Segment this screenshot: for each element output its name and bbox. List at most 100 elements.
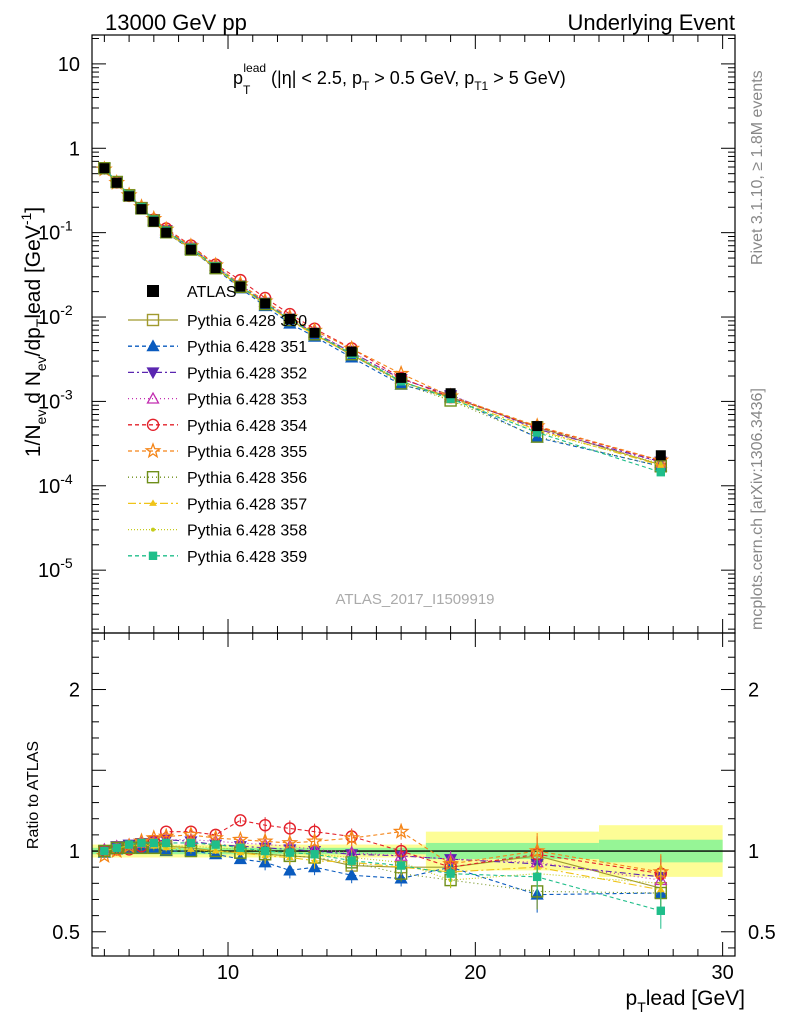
legend-marker — [146, 313, 160, 327]
ratio-series-point — [285, 848, 295, 857]
main-series-line — [103, 167, 661, 473]
ratio-xtick-label: 30 — [712, 962, 734, 984]
ratio-series-point — [137, 838, 146, 848]
ylabel-b: d N — [22, 371, 45, 410]
main-series-line — [103, 168, 661, 467]
main-ytick-label: 10-1 — [38, 218, 73, 245]
title-sub1: T — [243, 83, 251, 97]
ratio-series-point — [446, 869, 455, 878]
legend-marker — [146, 418, 160, 431]
main-series — [95, 160, 670, 477]
xlabel-sub: T — [637, 999, 646, 1015]
atlas-point — [210, 263, 221, 274]
ratio-series-point — [236, 843, 245, 852]
legend-atlas-marker — [147, 285, 159, 297]
ratio-xtick-label: 10 — [217, 962, 239, 984]
ytick-mantissa: 10 — [38, 307, 60, 329]
main-ytick-label: 10-4 — [38, 471, 73, 498]
title-p1: p — [233, 68, 243, 88]
legend-marker — [148, 551, 158, 560]
legend-marker — [146, 471, 160, 484]
atlas-point — [185, 244, 196, 255]
legend-label: Pythia 6.428 357 — [187, 496, 307, 513]
legend: ATLAS Pythia 6.428 350 Pythia 6.428 351 Py… — [128, 284, 307, 566]
main-title: pTlead (|η| < 2.5, pT > 0.5 GeV, pT1 > 5… — [233, 61, 566, 97]
ratio-series-point — [283, 822, 297, 835]
ratio-series-point — [656, 906, 666, 915]
xlabel-a: p — [626, 987, 638, 1010]
ytick-mantissa: 1 — [69, 138, 80, 160]
main-series-line — [103, 167, 661, 463]
main-series-point — [98, 162, 111, 175]
ratio-ylabel: Ratio to ATLAS — [25, 741, 42, 849]
main-series-point — [658, 461, 663, 466]
ylabel-a: 1/N — [22, 424, 45, 457]
ratio-series — [95, 814, 670, 929]
ratio-series-point — [347, 856, 356, 865]
atlas-data-points — [99, 163, 666, 461]
legend-label: Pythia 6.428 351 — [187, 339, 307, 356]
ratio-series-point — [392, 822, 410, 839]
ylabel-c: /dp — [22, 327, 45, 356]
ratio-series-point — [112, 843, 121, 852]
main-ytick-label: 10-2 — [38, 302, 73, 329]
legend-label: Pythia 6.428 358 — [187, 523, 307, 540]
ratio-series-point — [532, 872, 542, 882]
ratio-series-point — [396, 861, 406, 870]
title-end: > 5 GeV) — [488, 68, 566, 88]
legend-atlas-label: ATLAS — [187, 284, 237, 301]
main-series-point — [656, 467, 666, 477]
ratio-series-point — [110, 841, 123, 854]
title-mid2: > 0.5 GeV, p — [369, 68, 474, 88]
atlas-point — [260, 298, 271, 309]
ytick-exponent: -4 — [60, 471, 73, 487]
header-right: Underlying Event — [567, 10, 735, 35]
legend-label: Pythia 6.428 356 — [187, 470, 307, 487]
ratio-series-point — [98, 844, 111, 858]
legend-marker — [149, 499, 157, 506]
ratio-series-point — [211, 840, 220, 849]
ratio-ticks: 0.5 0.5 1 1 2 2 10 20 30 — [52, 633, 776, 984]
ytick-mantissa: 10 — [38, 391, 60, 413]
ylabel-d: lead [GeV — [22, 225, 45, 318]
legend-marker — [146, 339, 160, 352]
main-ytick-label: 10-3 — [38, 386, 73, 413]
watermark: ATLAS_2017_I1509919 — [335, 591, 494, 608]
atlas-point — [346, 346, 357, 357]
ylabel-sup: -1 — [18, 213, 34, 226]
atlas-point — [655, 450, 666, 461]
atlas-point — [445, 388, 456, 399]
ylabel-sub3: T — [33, 318, 49, 327]
ratio-series-point — [310, 850, 319, 859]
atlas-point — [161, 227, 172, 238]
ratio-series-point — [231, 830, 249, 847]
title-mid: (|η| < 2.5, p — [266, 68, 362, 88]
ytick-exponent: -1 — [60, 218, 73, 234]
main-ytick-label: 10-5 — [38, 555, 73, 582]
atlas-point — [99, 163, 110, 174]
ytick-mantissa: 10 — [38, 223, 60, 245]
title-sub3: T1 — [474, 79, 488, 93]
title-sub2: T — [362, 79, 370, 93]
legend-marker — [144, 442, 162, 459]
ratio-series-point — [258, 818, 272, 832]
atlas-point — [532, 421, 543, 432]
main-frame — [91, 34, 736, 634]
ylabel-e: ] — [22, 207, 45, 213]
ratio-series-point — [124, 840, 134, 849]
ratio-series-point — [100, 846, 109, 856]
ratio-xtick-label: 20 — [464, 962, 486, 984]
ylabel-sub1: ev — [33, 410, 49, 425]
ratio-series-point — [161, 838, 171, 848]
ratio-series-point — [260, 846, 270, 856]
header-left: 13000 GeV pp — [105, 10, 247, 35]
atlas-point — [284, 313, 295, 324]
atlas-point — [124, 191, 135, 202]
ratio-series-line — [104, 847, 661, 896]
ylabel-sub2: ev — [33, 356, 49, 371]
ytick-mantissa: 10 — [38, 476, 60, 498]
atlas-point — [111, 177, 122, 188]
ytick-mantissa: 10 — [38, 560, 60, 582]
